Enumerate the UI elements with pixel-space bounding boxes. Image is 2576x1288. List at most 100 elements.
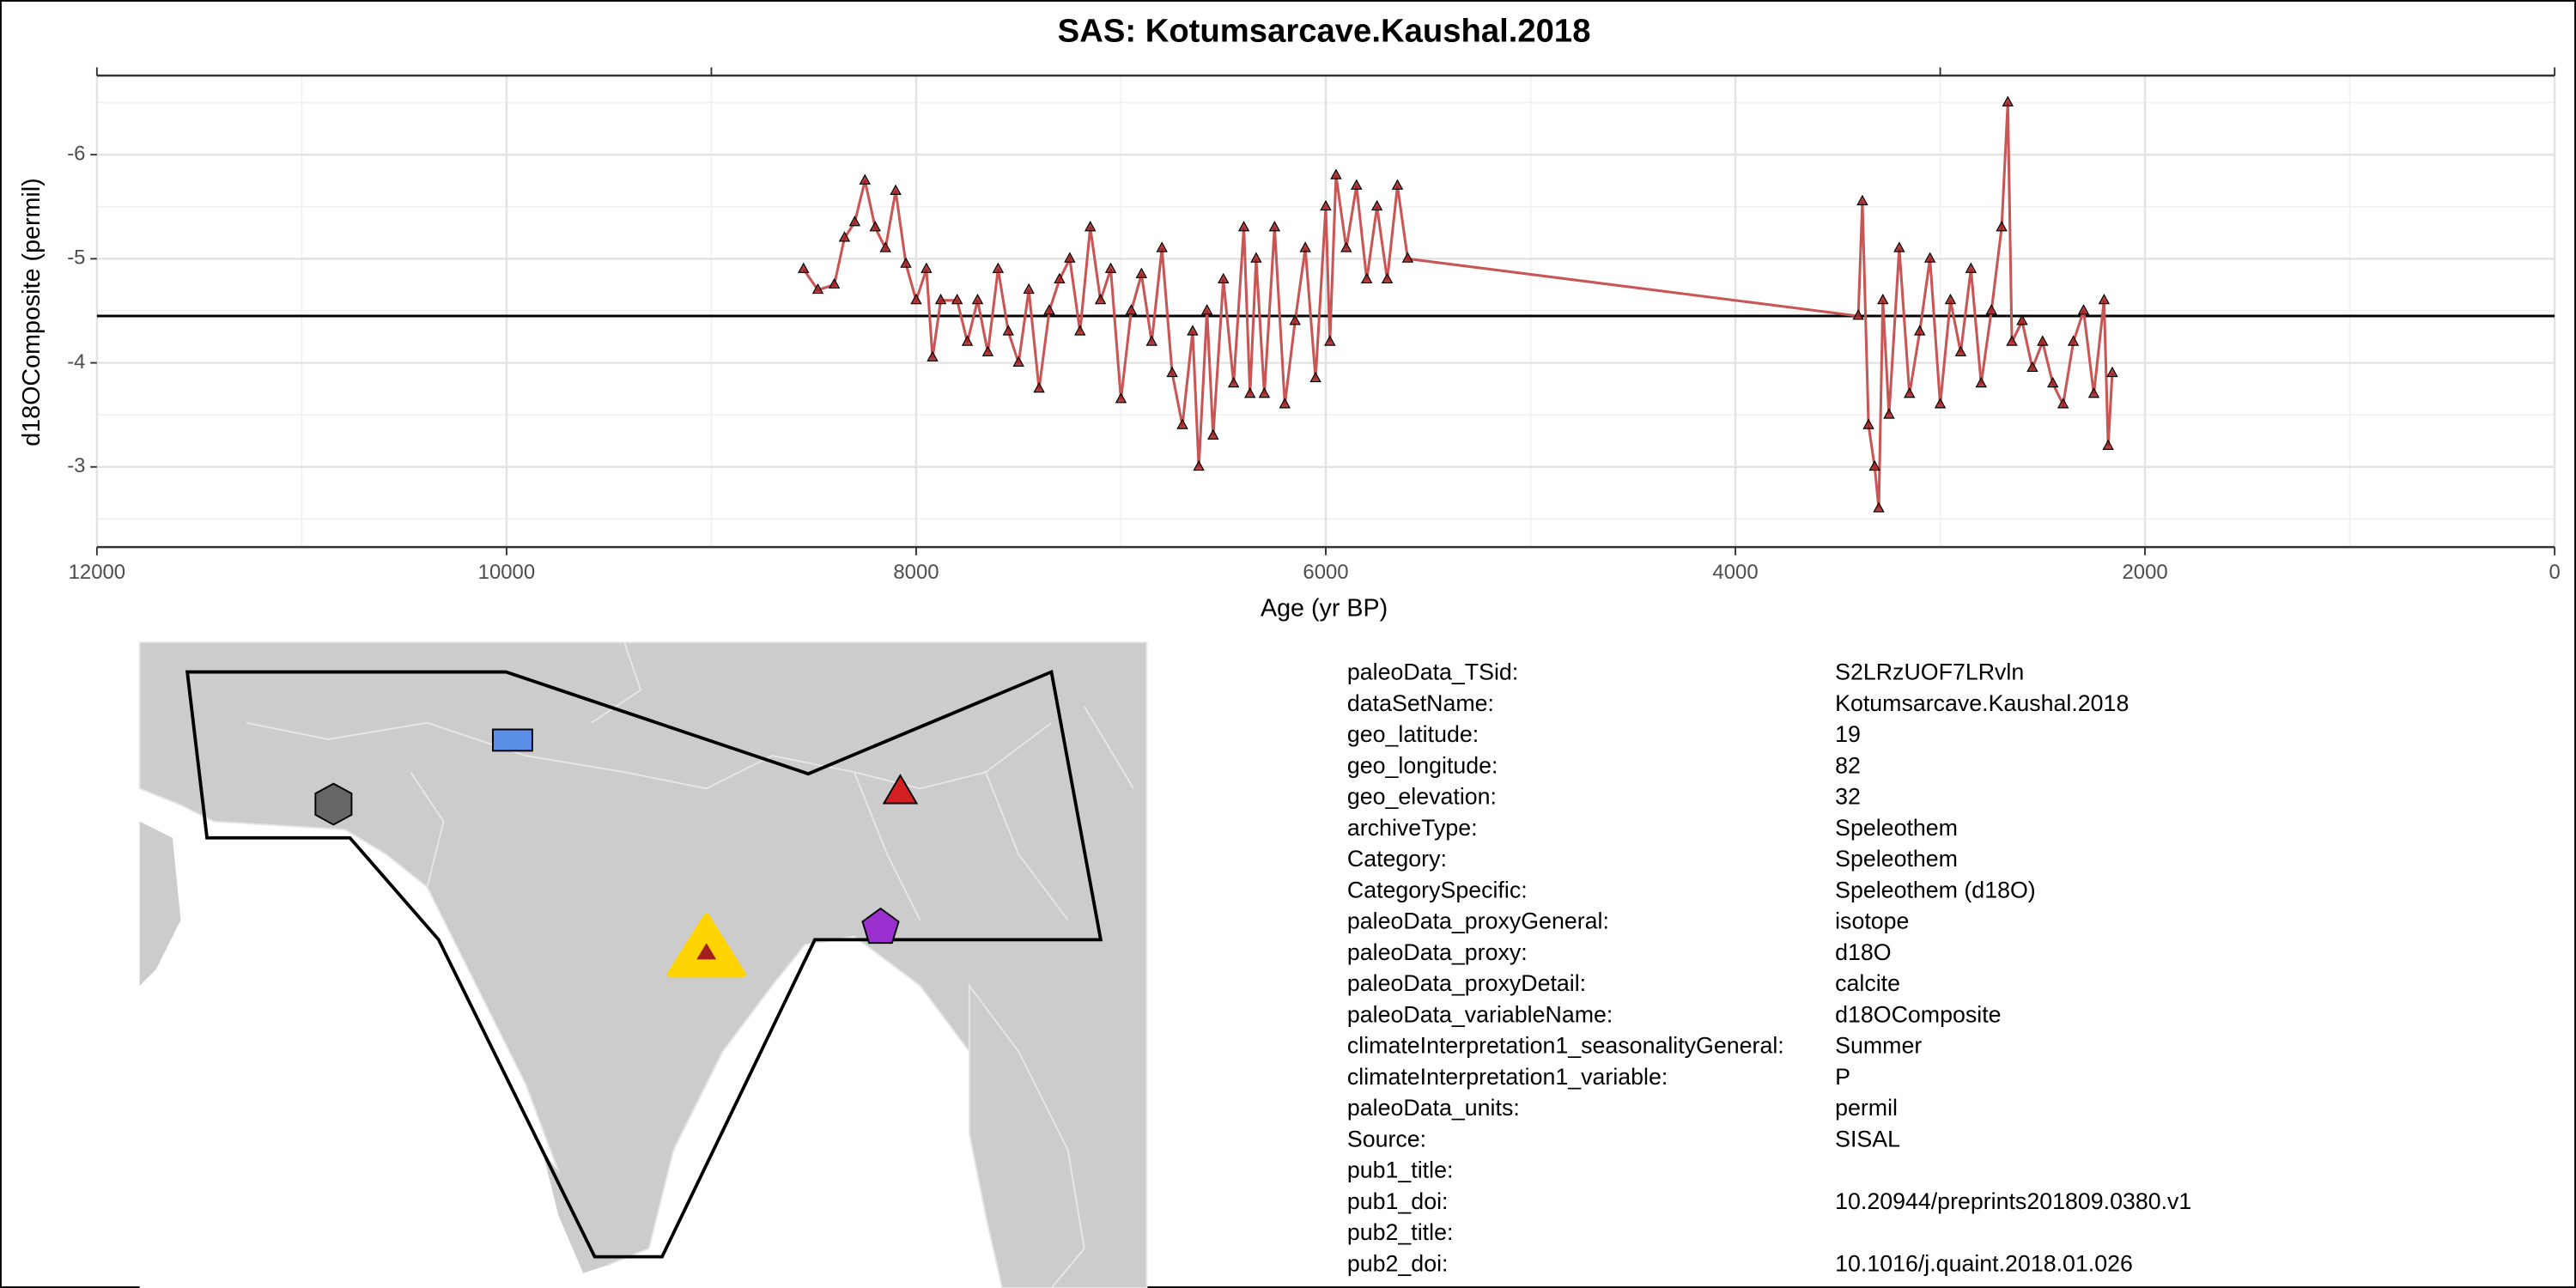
data-point	[1965, 262, 1978, 273]
data-point	[1320, 199, 1332, 211]
data-point	[934, 293, 947, 305]
y-tick-label: -4	[67, 350, 85, 374]
data-point	[1002, 325, 1015, 336]
meta-key: climateInterpretation1_seasonalityGenera…	[1347, 1033, 1784, 1059]
meta-value: P	[1835, 1064, 1850, 1090]
meta-value: isotope	[1835, 908, 1909, 934]
data-point	[869, 221, 881, 232]
data-point	[2047, 376, 2059, 388]
x-tick-label: 10000	[478, 561, 535, 584]
region-outline	[185, 669, 1103, 1259]
data-point	[1244, 387, 1256, 398]
meta-value: 10.1016/j.quaint.2018.01.026	[1835, 1250, 2133, 1276]
meta-value: d18OComposite	[1835, 1001, 2001, 1027]
data-point	[1324, 335, 1336, 346]
map-land-west	[139, 821, 181, 986]
meta-key: paleoData_units:	[1347, 1095, 1520, 1121]
metadata-table: paleoData_TSid: S2LRzUOF7LRvln dataSetName…	[1347, 659, 2191, 1277]
data-point	[1135, 267, 1148, 278]
data-point	[2026, 361, 2038, 373]
meta-key: paleoData_proxyGeneral:	[1347, 908, 1609, 934]
data-point	[1200, 304, 1213, 315]
site-marker	[492, 728, 533, 752]
data-point	[1207, 428, 1219, 440]
data-point	[1309, 371, 1321, 383]
map-borders	[246, 641, 1134, 921]
data-point	[1125, 304, 1138, 315]
meta-key: pub1_title:	[1347, 1157, 1454, 1183]
site-marker	[314, 782, 353, 826]
data-point	[1115, 392, 1127, 404]
data-point	[1985, 304, 1997, 315]
x-tick-label: 12000	[69, 561, 125, 584]
meta-key: paleoData_variableName:	[1347, 1001, 1613, 1027]
y-axis-label: d18OComposite (permil)	[18, 178, 46, 446]
data-point	[1289, 314, 1301, 325]
data-point	[1381, 272, 1394, 283]
data-point	[1094, 293, 1107, 305]
map-land-east	[968, 983, 1085, 1288]
data-point	[890, 184, 902, 195]
data-point	[1237, 221, 1250, 232]
data-point	[1856, 194, 1868, 206]
meta-key: Category:	[1347, 846, 1447, 872]
data-point	[2057, 398, 2069, 409]
data-point	[848, 216, 861, 227]
data-point	[981, 345, 994, 356]
data-point	[927, 350, 939, 361]
meta-key: pub2_doi:	[1347, 1250, 1449, 1276]
data-point	[828, 277, 841, 289]
meta-key: dataSetName:	[1347, 690, 1494, 716]
x-tick-label: 6000	[1303, 561, 1348, 584]
data-point	[1187, 325, 1199, 336]
data-point	[1156, 241, 1168, 252]
meta-key: pub1_doi:	[1347, 1188, 1449, 1214]
data-point	[1033, 381, 1045, 393]
data-point	[1944, 293, 1957, 305]
data-point	[1391, 179, 1404, 190]
data-point	[1340, 241, 1352, 252]
data-point	[1934, 398, 1947, 409]
data-point	[1074, 325, 1086, 336]
meta-key: geo_latitude:	[1347, 721, 1479, 747]
x-tick-label: 8000	[893, 561, 939, 584]
meta-value: calcite	[1835, 970, 1900, 996]
data-point	[1084, 221, 1097, 232]
data-point	[1145, 335, 1157, 346]
data-point	[1868, 459, 1880, 471]
data-point	[1193, 459, 1205, 471]
data-point	[2006, 335, 2018, 346]
meta-key: Source:	[1347, 1126, 1426, 1151]
plot-area: 12000 10000 8000 6000 4000 2000 0 -6 -5 -4 -3	[67, 67, 2561, 584]
data-point	[1227, 376, 1240, 388]
data-point	[900, 257, 912, 268]
data-point	[1299, 241, 1311, 252]
data-point	[1862, 418, 1874, 429]
data-point	[1401, 252, 1414, 263]
y-tick-label: -3	[67, 454, 85, 477]
x-tick-label: 2000	[2122, 561, 2167, 584]
data-point	[1064, 252, 1076, 263]
data-point	[992, 262, 1005, 273]
x-axis-label: Age (yr BP)	[1261, 594, 1388, 622]
data-point	[859, 173, 872, 185]
meta-value: 19	[1835, 721, 1861, 747]
meta-value: 10.20944/preprints201809.0380.v1	[1835, 1188, 2191, 1214]
site-marker	[882, 774, 919, 805]
meta-value: Kotumsarcave.Kaushal.2018	[1835, 690, 2129, 716]
meta-value: SISAL	[1835, 1126, 1900, 1151]
data-point	[1104, 262, 1117, 273]
data-point	[1904, 387, 1916, 398]
meta-key: climateInterpretation1_variable:	[1347, 1064, 1668, 1090]
data-point	[1250, 252, 1262, 263]
data-point	[1923, 252, 1936, 263]
data-point	[1954, 345, 1967, 356]
data-point	[1258, 387, 1271, 398]
meta-value: 32	[1835, 784, 1861, 810]
x-tick-label: 4000	[1712, 561, 1758, 584]
data-point	[920, 262, 933, 273]
data-point	[1351, 179, 1363, 190]
data-point	[1914, 325, 1926, 336]
